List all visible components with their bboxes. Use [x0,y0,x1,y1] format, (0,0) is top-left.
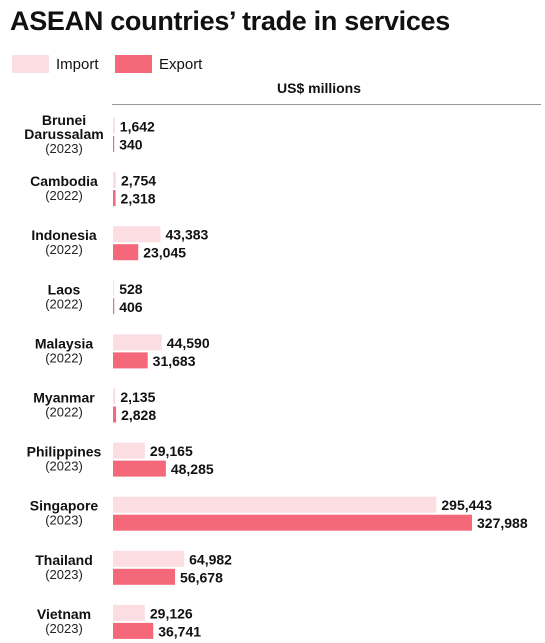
bar-import [113,550,185,567]
category-label: Laos [48,281,81,297]
bar-export [113,460,166,477]
data-label-export: 56,678 [180,569,223,585]
data-label-import: 29,126 [150,605,193,621]
data-label-import: 1,642 [120,119,155,135]
category-year: (2023) [45,567,83,582]
data-label-export: 327,988 [477,515,528,531]
bar-import [113,442,145,459]
bar-import [113,496,437,513]
unit-rule [112,104,541,105]
legend-label-import: Import [56,55,99,73]
category-label: Vietnam [37,606,91,622]
bar-export [113,244,139,261]
legend-label-export: Export [159,55,203,73]
category-label: Cambodia [30,173,98,189]
data-label-export: 48,285 [171,461,214,477]
bar-import [113,388,116,405]
bar-import [113,280,115,297]
legend-item-export: Export [115,55,202,73]
category-label: Myanmar [33,390,95,406]
category-year: (2023) [45,513,83,528]
bar-import [113,118,115,134]
bar-export [113,298,115,315]
category-year: (2022) [45,296,83,311]
category-year: (2023) [45,141,83,156]
bar-export [113,352,148,369]
data-label-export: 340 [119,137,143,153]
category-year: (2022) [45,188,83,203]
bar-import [113,334,162,351]
data-label-import: 64,982 [189,551,232,567]
data-label-import: 2,135 [120,389,155,405]
bar-import [113,226,161,243]
category-label: Singapore [30,498,99,514]
data-label-import: 2,754 [121,173,156,189]
category-year: (2022) [45,242,83,257]
category-label: Thailand [35,552,93,568]
bar-export [113,190,116,207]
data-label-export: 406 [119,299,143,315]
chart-title: ASEAN countries’ trade in services [10,6,450,36]
data-label-import: 528 [119,281,143,297]
bar-export [113,514,472,531]
category-label: Darussalam [24,126,103,142]
category-label: Brunei [42,112,86,128]
data-label-import: 44,590 [167,335,210,351]
category-label: Indonesia [31,227,97,243]
category-year: (2022) [45,405,83,420]
category-label: Malaysia [35,335,94,351]
data-label-import: 29,165 [150,443,193,459]
category-year: (2023) [45,459,83,474]
bar-import [113,172,117,189]
category-year: (2023) [45,621,83,636]
legend-item-import: Import [12,55,99,73]
category-year: (2022) [45,350,83,365]
bar-export [113,136,115,152]
data-label-export: 31,683 [153,353,196,369]
unit-label: US$ millions [277,80,362,96]
bar-export [113,622,154,639]
bar-export [113,568,176,585]
bar-export [113,406,117,423]
category-label: Philippines [27,444,102,460]
legend-swatch-import [12,55,49,73]
data-label-export: 2,828 [121,407,156,423]
legend-swatch-export [115,55,152,73]
data-label-export: 23,045 [143,245,186,261]
data-label-export: 2,318 [121,191,156,207]
data-label-export: 36,741 [158,623,201,639]
bar-import [113,604,145,621]
data-label-import: 43,383 [165,227,208,243]
data-label-import: 295,443 [441,497,492,513]
